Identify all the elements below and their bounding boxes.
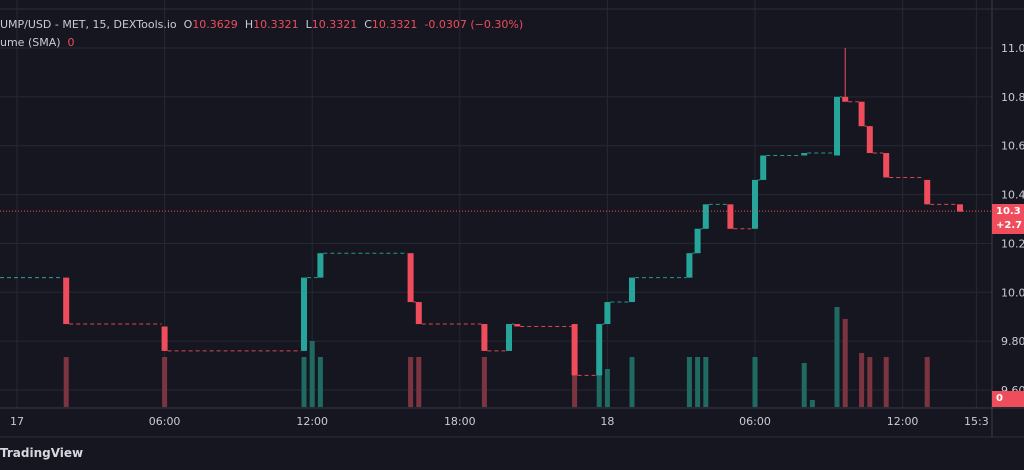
candle-body (63, 277, 70, 325)
candle-body (760, 155, 767, 180)
close-value: 10.3321 (371, 18, 418, 31)
last-price-change: +2.7 (996, 220, 1023, 231)
candle-body (883, 153, 890, 178)
candle-body (752, 179, 758, 229)
candle-body (506, 324, 512, 351)
volume-bar (686, 357, 692, 407)
volume-bar (416, 357, 422, 407)
y-tick-label: 10.00 (1001, 286, 1024, 299)
candle-body (727, 204, 734, 229)
volume-bar (834, 307, 840, 407)
volume-bar (481, 357, 487, 407)
volume-bar (408, 357, 414, 407)
volume-legend: ume (SMA) 0 (0, 36, 75, 49)
volume-bars (63, 307, 930, 407)
volume-bar (752, 357, 758, 407)
candle-body (801, 153, 808, 156)
volume-bar (809, 400, 815, 407)
volume-bar (317, 357, 323, 407)
candle-body (407, 253, 414, 303)
candles (63, 48, 963, 376)
open-label: O (183, 18, 193, 31)
volume-bar (301, 357, 307, 407)
volume-bar (162, 357, 168, 407)
volume-bar (604, 369, 610, 407)
low-value: 10.3321 (311, 18, 358, 31)
y-tick-label: 11.00 (1001, 42, 1024, 55)
x-tick-label: 06:00 (739, 415, 771, 428)
x-tick-label: 15:3 (964, 415, 989, 428)
candle-body (866, 126, 873, 154)
change-value: -0.0307 (−0.30%) (424, 18, 524, 31)
candle-body (571, 324, 578, 376)
x-tick-label: 12:00 (296, 415, 328, 428)
y-tick-label: 10.80 (1001, 91, 1024, 104)
candle-body (481, 324, 488, 351)
volume-bar (801, 363, 807, 407)
high-label: H (244, 18, 254, 31)
volume-indicator-label: ume (SMA) (0, 36, 61, 49)
candle-body (924, 179, 931, 205)
volume-bar (924, 357, 930, 407)
y-tick-label: 10.60 (1001, 140, 1024, 153)
candle-body (957, 204, 963, 212)
price-step-lines (0, 96, 957, 376)
close-label: C (364, 18, 372, 31)
volume-tag: 0 (992, 391, 1024, 407)
candle-body (694, 228, 701, 254)
volume-bar (695, 357, 701, 407)
x-tick-label: 17 (10, 415, 24, 428)
low-label: L (305, 18, 312, 31)
high-value: 10.3321 (253, 18, 299, 31)
volume-tag-value: 0 (996, 393, 1003, 404)
x-tick-label: 18:00 (444, 415, 476, 428)
volume-bar (309, 341, 315, 407)
candle-body (604, 302, 611, 325)
volume-bar (883, 357, 889, 407)
ohlc-legend: UMP/USD - MET, 15, DEXTools.io O10.3629 … (0, 18, 523, 31)
candle-body (596, 324, 603, 376)
x-tick-label: 18 (600, 415, 614, 428)
candle-body (317, 253, 324, 278)
volume-bar (867, 357, 873, 407)
volume-bar (859, 353, 865, 407)
volume-bar (63, 357, 69, 407)
candle-body (415, 302, 422, 325)
candle-body (834, 96, 840, 156)
y-tick-label: 10.40 (1001, 189, 1024, 202)
candle-body (686, 253, 693, 278)
candle-body (858, 101, 865, 127)
last-price-value: 10.3 (996, 206, 1021, 217)
volume-bar (842, 319, 848, 407)
open-value: 10.3629 (192, 18, 238, 31)
tradingview-logo: TradingView (0, 446, 84, 460)
x-tick-label: 06:00 (149, 415, 181, 428)
last-price-tag: 10.3 +2.7 (992, 204, 1024, 234)
y-tick-label: 9.80 (1001, 335, 1024, 348)
candle-body (702, 204, 709, 229)
volume-bar (572, 357, 578, 407)
candle-body (301, 277, 307, 351)
footer-bar (0, 438, 1024, 470)
volume-indicator-value: 0 (67, 36, 75, 49)
candle-body (629, 277, 635, 303)
candle-body (514, 324, 521, 327)
x-tick-label: 12:00 (887, 415, 919, 428)
volume-bar (596, 357, 602, 407)
volume-bar (703, 357, 709, 407)
candle-body (842, 96, 849, 102)
y-tick-label: 10.20 (1001, 237, 1024, 250)
symbol-label: UMP/USD - MET, 15, DEXTools.io (0, 18, 177, 31)
candle-body (161, 326, 168, 351)
volume-bar (629, 357, 635, 407)
